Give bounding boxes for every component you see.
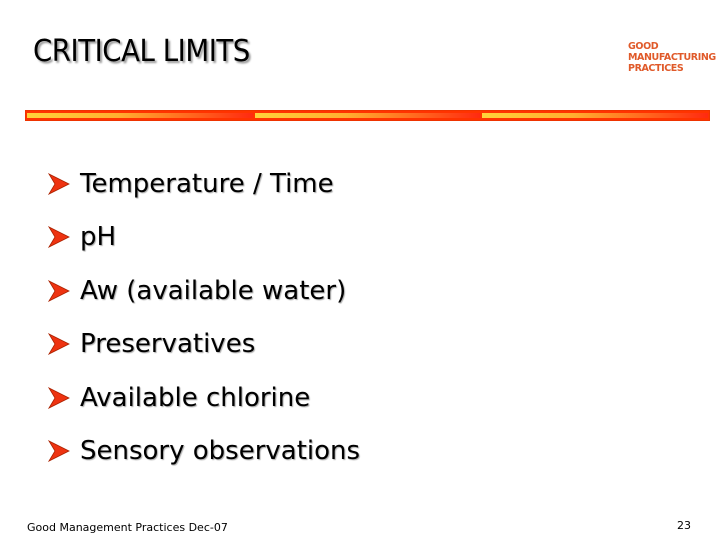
bullet-text: Available chlorine <box>80 382 311 413</box>
arrowhead-right-icon <box>48 172 70 195</box>
bullet-text: Preservatives <box>80 329 256 360</box>
page-number: 23 <box>677 519 691 532</box>
bar-segment <box>482 113 709 118</box>
footer-text: Good Management Practices Dec-07 <box>27 521 228 534</box>
arrowhead-right-icon <box>48 333 70 356</box>
arrowhead-right-icon <box>48 279 70 302</box>
logo-line: MANUFACTURING <box>628 52 716 63</box>
arrowhead-right-icon <box>48 440 70 463</box>
list-item: Sensory observations <box>48 425 360 479</box>
bullet-text: pH <box>80 222 117 253</box>
bar-segment <box>27 113 253 118</box>
list-item: Temperature / Time <box>48 157 360 211</box>
logo-line: GOOD <box>628 41 659 52</box>
list-item: Aw (available water) <box>48 264 360 318</box>
logo-line: PRACTICES <box>628 63 684 74</box>
slide-title: CRITICAL LIMITS <box>33 34 250 69</box>
arrowhead-right-icon <box>48 386 70 409</box>
logo: GOOD MANUFACTURING PRACTICES <box>628 41 716 74</box>
bullet-text: Sensory observations <box>80 436 361 467</box>
list-item: Preservatives <box>48 318 360 372</box>
bar-segment <box>254 113 481 118</box>
bullet-text: Aw (available water) <box>80 275 347 306</box>
bullet-text: Temperature / Time <box>80 168 334 199</box>
decorative-divider-bar <box>25 110 710 121</box>
arrowhead-right-icon <box>48 226 70 249</box>
bullet-list: Temperature / Time pH Aw (available wate… <box>48 157 360 478</box>
list-item: pH <box>48 211 360 265</box>
list-item: Available chlorine <box>48 371 360 425</box>
